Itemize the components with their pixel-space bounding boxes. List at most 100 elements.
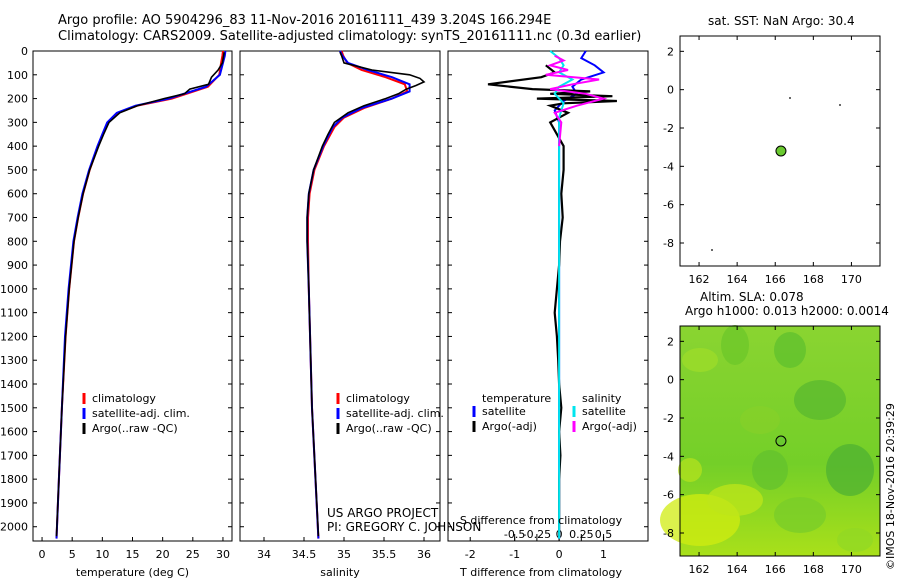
sst-map-title: sat. SST: NaN Argo: 30.4 bbox=[708, 14, 855, 28]
sla-map-xtick-label: 168 bbox=[803, 563, 824, 576]
sst-map-frame bbox=[679, 35, 881, 267]
sal-legend-label: Argo(..raw -QC) bbox=[346, 422, 432, 435]
depth-tick-label: 1500 bbox=[0, 402, 28, 415]
depth-tick-label: 2000 bbox=[0, 521, 28, 534]
sal-xlabel: salinity bbox=[320, 566, 360, 579]
sst-map-ytick-label: 0 bbox=[667, 84, 674, 97]
depth-tick-label: 500 bbox=[7, 164, 28, 177]
sst-argo-marker bbox=[775, 145, 787, 157]
sst-map-xtick-label: 164 bbox=[727, 273, 748, 286]
sal-xtick-label: 34.5 bbox=[292, 548, 317, 561]
diff-xtick-label: -2 bbox=[465, 548, 476, 561]
sal-legend-label: climatology bbox=[346, 392, 410, 405]
sla-map-ytick-label: -4 bbox=[663, 450, 674, 463]
diff-legend-title-temp: temperature bbox=[482, 392, 551, 405]
depth-tick-label: 900 bbox=[7, 259, 28, 272]
sal-xtick-label: 35.5 bbox=[372, 548, 397, 561]
depth-tick-label: 0 bbox=[21, 45, 28, 58]
diff-xlabel2: S difference from climatology bbox=[460, 514, 623, 527]
sla-map-blob bbox=[837, 528, 873, 552]
sst-map-ytick-label: -6 bbox=[663, 199, 674, 212]
depth-tick-label: 800 bbox=[7, 235, 28, 248]
temp-series-climatology bbox=[55, 50, 224, 539]
diff-stick-label: -0.5 bbox=[504, 528, 525, 541]
sst-map-xtick-label: 162 bbox=[689, 273, 710, 286]
sla-map-blob bbox=[826, 444, 874, 496]
sla-map-ytick-label: 0 bbox=[667, 374, 674, 387]
diff-stick-label: 0.5 bbox=[595, 528, 613, 541]
diff-series-t-argo-adj- bbox=[487, 64, 617, 537]
sst-map-xtick-label: 168 bbox=[803, 273, 824, 286]
diff-s-legend-label: Argo(-adj) bbox=[582, 420, 637, 433]
sal-series-argo-raw-qc- bbox=[306, 51, 426, 537]
temp-legend-label: Argo(..raw -QC) bbox=[92, 422, 178, 435]
diff-series-s-argo-adj- bbox=[545, 54, 608, 147]
profile-frame-0 bbox=[32, 50, 233, 542]
profile-frame-1 bbox=[239, 50, 441, 542]
sst-map-ytick-label: -8 bbox=[663, 237, 674, 250]
depth-tick-label: 600 bbox=[7, 188, 28, 201]
diff-stick-label: 0.25 bbox=[569, 528, 594, 541]
figure-title-line1: Argo profile: AO 5904296_83 11-Nov-2016 … bbox=[58, 13, 552, 28]
sst-map-dot bbox=[711, 249, 713, 251]
diff-xtick-label: -1 bbox=[509, 548, 520, 561]
sst-map-ytick-label: -4 bbox=[663, 160, 674, 173]
sla-map-blob bbox=[774, 497, 826, 533]
sst-map-xtick-label: 170 bbox=[841, 273, 862, 286]
sla-map-frame bbox=[679, 325, 881, 557]
sla-map-ytick-label: -2 bbox=[663, 412, 674, 425]
sla-map-blob bbox=[752, 450, 788, 490]
sla-map-ytick-label: -6 bbox=[663, 489, 674, 502]
temp-legend-label: satellite-adj. clim. bbox=[92, 407, 190, 420]
sla-map-xtick-label: 166 bbox=[765, 563, 786, 576]
profile-frame-2 bbox=[447, 50, 649, 542]
diff-s-legend-label: satellite bbox=[582, 405, 626, 418]
sal-xtick-label: 35 bbox=[337, 548, 351, 561]
depth-tick-label: 1800 bbox=[0, 473, 28, 486]
temp-xtick-label: 5 bbox=[69, 548, 76, 561]
credit-pi: PI: GREGORY C. JOHNSON bbox=[327, 520, 482, 534]
sst-map-ytick-label: 2 bbox=[667, 45, 674, 58]
depth-tick-label: 700 bbox=[7, 212, 28, 225]
sst-map-ytick-label: -2 bbox=[663, 122, 674, 135]
temp-series-argo-raw-qc- bbox=[55, 52, 225, 537]
sla-map-blob bbox=[740, 406, 780, 434]
depth-tick-label: 400 bbox=[7, 140, 28, 153]
depth-tick-label: 1700 bbox=[0, 449, 28, 462]
sla-map-blob bbox=[794, 380, 846, 420]
sla-map-blob bbox=[774, 332, 806, 368]
sla-map-ytick-label: -8 bbox=[663, 527, 674, 540]
diff-xtick-label: 1 bbox=[600, 548, 607, 561]
temp-xtick-label: 15 bbox=[126, 548, 140, 561]
temp-xtick-label: 0 bbox=[39, 548, 46, 561]
diff-xlabel: T difference from climatology bbox=[459, 566, 622, 579]
sla-map-blob bbox=[682, 348, 718, 372]
credit-project: US ARGO PROJECT bbox=[327, 506, 439, 520]
sla-map-title: Altim. SLA: 0.078 bbox=[700, 290, 804, 304]
diff-t-legend-label: Argo(-adj) bbox=[482, 420, 537, 433]
sla-map-blob bbox=[721, 325, 749, 365]
sla-map-subtitle: Argo h1000: 0.013 h2000: 0.0014 bbox=[685, 304, 889, 318]
sal-legend-label: satellite-adj. clim. bbox=[346, 407, 444, 420]
depth-tick-label: 1100 bbox=[0, 307, 28, 320]
sla-map-blob bbox=[678, 458, 702, 482]
sal-xtick-label: 36 bbox=[417, 548, 431, 561]
sal-series-satellite-adj-clim- bbox=[306, 50, 411, 539]
diff-legend-title-sal: salinity bbox=[582, 392, 622, 405]
figure-title-line2: Climatology: CARS2009. Satellite-adjuste… bbox=[58, 29, 642, 44]
credit-imos: ©IMOS 18-Nov-2016 20:39:29 bbox=[884, 403, 897, 570]
diff-xtick-label: 0 bbox=[556, 548, 563, 561]
depth-tick-label: 1000 bbox=[0, 283, 28, 296]
sst-map-xtick-label: 166 bbox=[765, 273, 786, 286]
sla-map-ytick-label: 2 bbox=[667, 335, 674, 348]
depth-tick-label: 1300 bbox=[0, 354, 28, 367]
temp-xtick-label: 20 bbox=[156, 548, 170, 561]
sal-series-climatology bbox=[307, 50, 409, 539]
temp-legend-label: climatology bbox=[92, 392, 156, 405]
depth-tick-label: 200 bbox=[7, 93, 28, 106]
temp-xlabel: temperature (deg C) bbox=[76, 566, 189, 579]
sla-map-blob bbox=[707, 484, 763, 516]
sla-argo-marker bbox=[775, 435, 787, 447]
depth-tick-label: 1400 bbox=[0, 378, 28, 391]
